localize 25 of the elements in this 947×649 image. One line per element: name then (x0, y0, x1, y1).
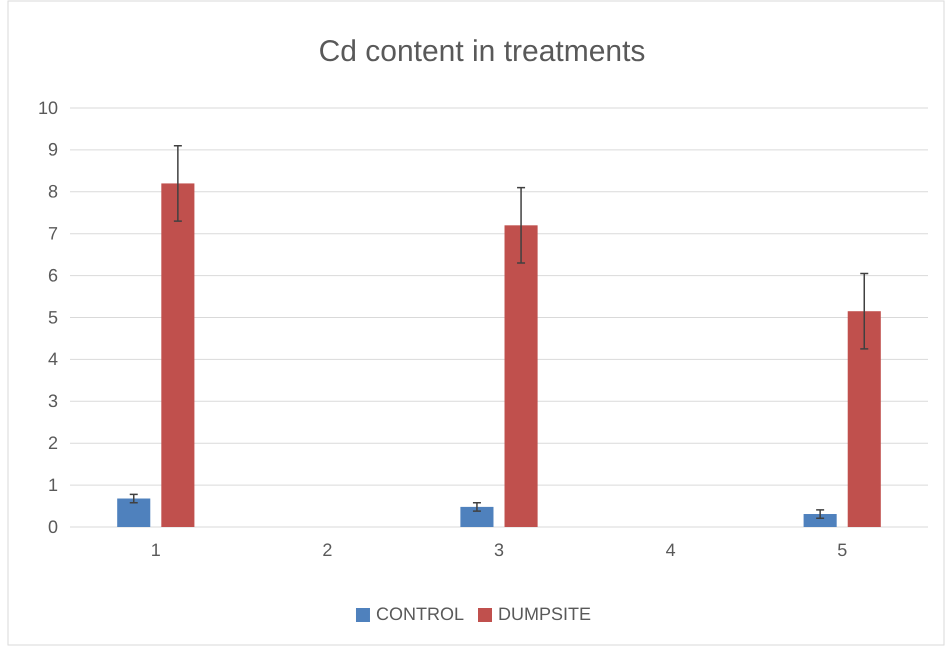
x-tick-label: 4 (666, 540, 676, 560)
y-tick-label: 4 (48, 349, 58, 370)
x-tick-label: 5 (837, 540, 848, 560)
y-tick-label: 8 (48, 182, 58, 202)
y-tick-label: 7 (48, 223, 58, 244)
y-tick-label: 9 (48, 140, 58, 160)
chart-title: Cd content in treatments (318, 35, 646, 68)
bar (460, 506, 494, 527)
y-tick-label: 0 (48, 516, 58, 537)
bar (117, 498, 150, 527)
legend-label: CONTROL (376, 604, 464, 624)
bar (161, 183, 194, 527)
bar (504, 225, 538, 527)
y-tick-label: 6 (48, 265, 58, 286)
y-tick-label: 1 (48, 474, 58, 495)
x-tick-label: 2 (322, 540, 332, 560)
x-tick-label: 3 (494, 540, 504, 560)
legend-label: DUMPSITE (498, 604, 592, 624)
y-tick-label: 10 (38, 98, 58, 118)
y-tick-label: 5 (48, 307, 58, 328)
x-tick-label: 1 (150, 540, 161, 560)
bar (848, 311, 881, 527)
y-tick-label: 3 (48, 391, 58, 412)
y-tick-label: 2 (48, 432, 58, 453)
bar (804, 514, 837, 527)
